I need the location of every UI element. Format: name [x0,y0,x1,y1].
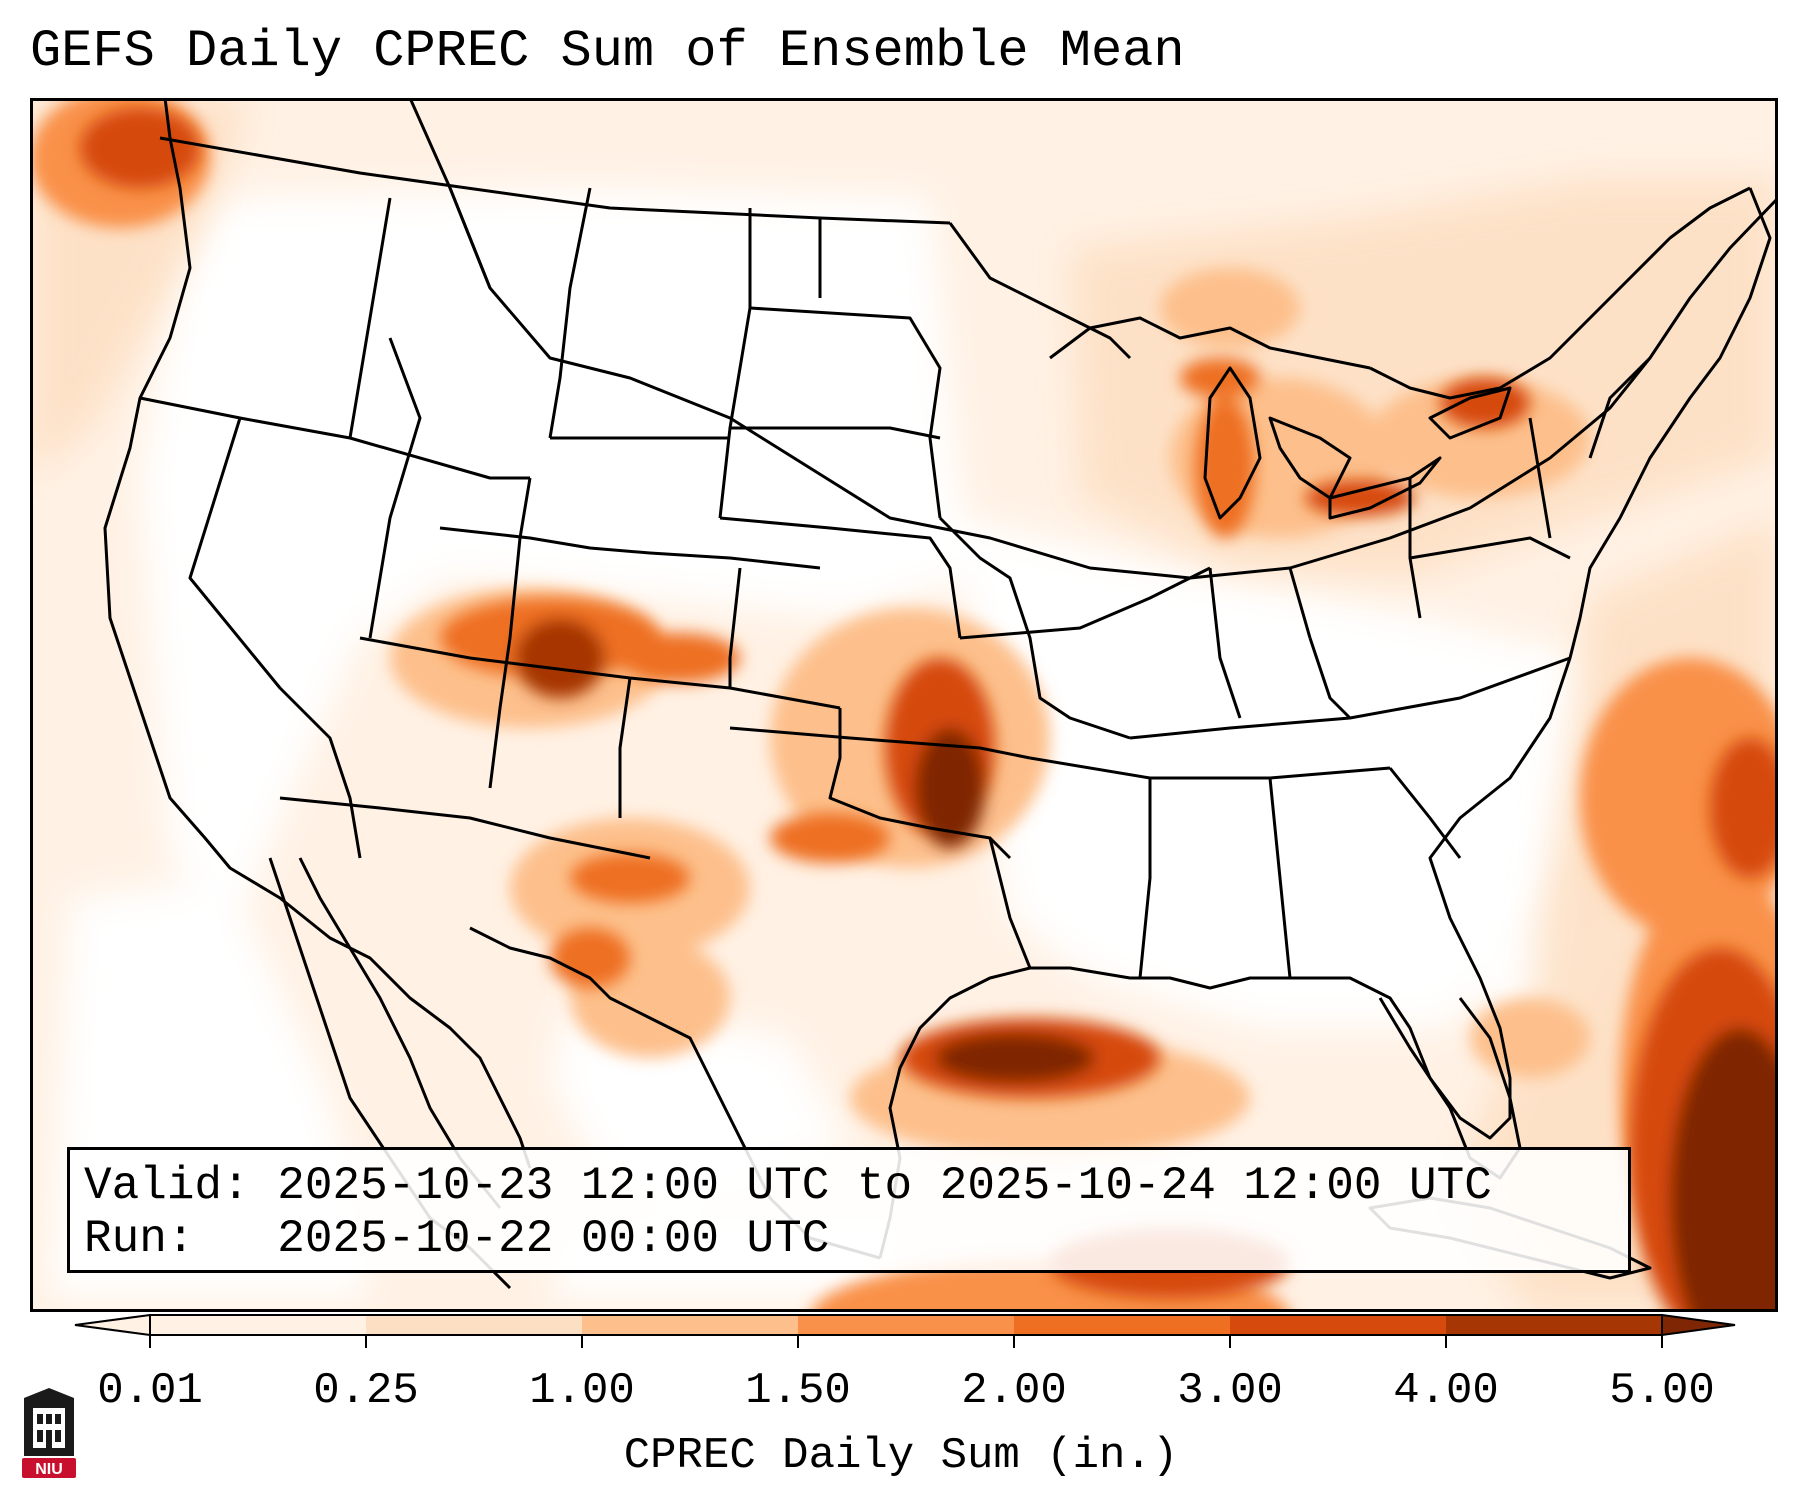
colorbar-segment [1230,1315,1447,1335]
colorbar-segment [366,1315,583,1335]
run-label: Run: [84,1213,195,1265]
colorbar-segment [1014,1315,1231,1335]
colorbar: 0.01 0.25 1.00 1.50 2.00 3.00 4.00 5.00 CPREC D… [0,1310,1803,1500]
colorbar-tick-label: 4.00 [1393,1366,1499,1416]
niu-logo: NIU [19,1386,79,1480]
colorbar-tick-label: 5.00 [1609,1366,1715,1416]
colorbar-tick-label: 2.00 [961,1366,1067,1416]
colorbar-label: CPREC Daily Sum (in.) [624,1431,1179,1481]
run-value: 2025-10-22 00:00 UTC [277,1213,830,1265]
run-row: Run: 2025-10-22 00:00 UTC [84,1213,1614,1266]
colorbar-tick-label: 0.25 [313,1366,419,1416]
map-border [30,98,1778,1312]
valid-value: 2025-10-23 12:00 UTC to 2025-10-24 12:00… [277,1160,1492,1212]
map-title: GEFS Daily CPREC Sum of Ensemble Mean [30,22,1185,81]
colorbar-tick-label: 1.50 [745,1366,851,1416]
map-boundaries [103,98,1778,1290]
colorbar-extend-max [1661,1313,1736,1337]
valid-row: Valid: 2025-10-23 12:00 UTC to 2025-10-2… [84,1160,1614,1213]
colorbar-segment [582,1315,799,1335]
precipitation-map [30,98,1778,1312]
valid-label: Valid: [84,1160,250,1212]
precip-field [30,98,1778,1312]
colorbar-extend-min [74,1313,151,1337]
colorbar-tick-label: 1.00 [529,1366,635,1416]
logo-text: NIU [35,1461,63,1478]
colorbar-frame [149,1314,1663,1336]
colorbar-tick-label: 0.01 [97,1366,203,1416]
colorbar-segment [798,1315,1015,1335]
valid-time-box: Valid: 2025-10-23 12:00 UTC to 2025-10-2… [67,1147,1631,1273]
colorbar-tick-label: 3.00 [1177,1366,1283,1416]
colorbar-segment [1446,1315,1663,1335]
colorbar-segment [150,1315,367,1335]
